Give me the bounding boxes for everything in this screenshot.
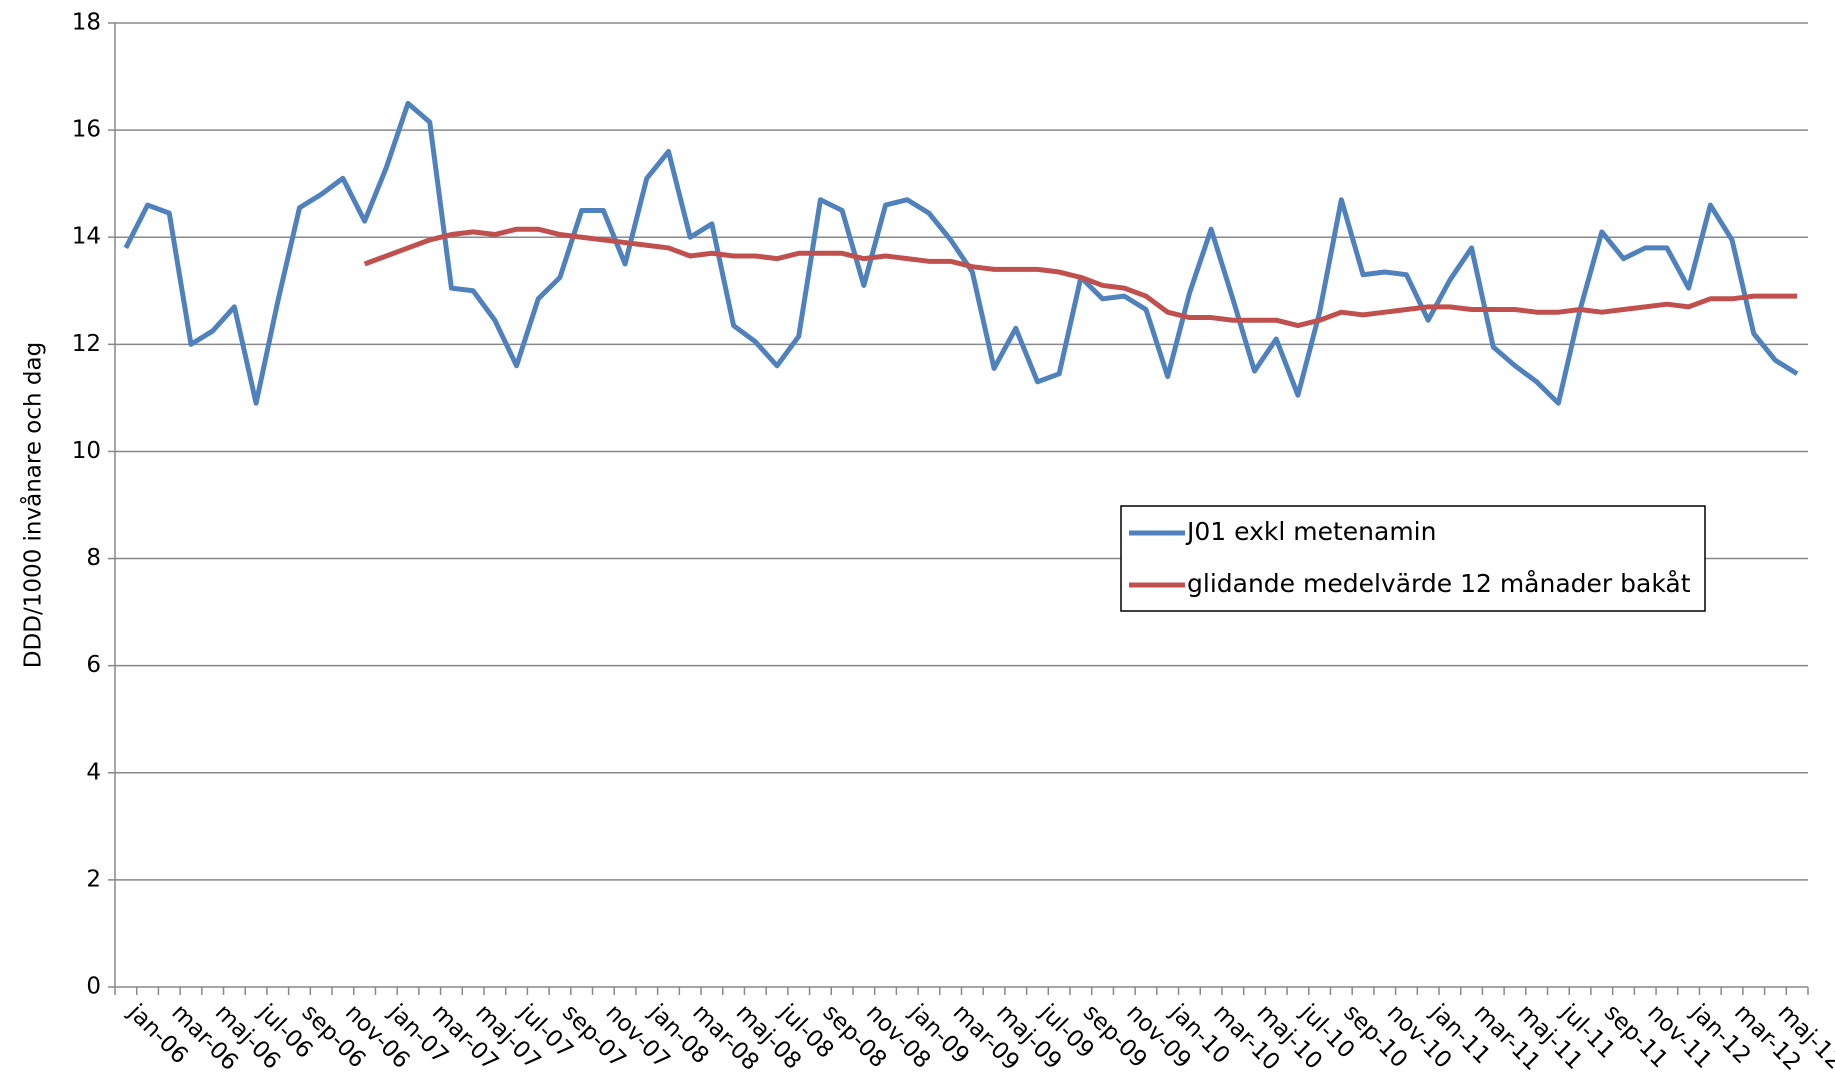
y-tick-label: 10	[72, 438, 101, 464]
y-tick-label: 6	[86, 652, 101, 678]
y-tick-label: 16	[72, 117, 101, 143]
y-axis-label: DDD/1000 invånare och dag	[19, 342, 47, 668]
y-tick-label: 4	[86, 759, 101, 785]
y-tick-label: 0	[86, 974, 101, 1000]
y-tick-label: 2	[86, 866, 101, 892]
legend-box	[1120, 505, 1706, 612]
y-tick-label: 18	[72, 10, 101, 36]
y-tick-label: 12	[72, 331, 101, 357]
series-line	[123, 100, 1799, 406]
y-tick-label: 8	[86, 545, 101, 571]
y-tick-label: 14	[72, 224, 101, 250]
legend-label: J01 exkl metenamin	[1185, 517, 1436, 546]
series-line	[363, 226, 1798, 329]
legend-label: glidande medelvärde 12 månader bakåt	[1187, 569, 1691, 598]
